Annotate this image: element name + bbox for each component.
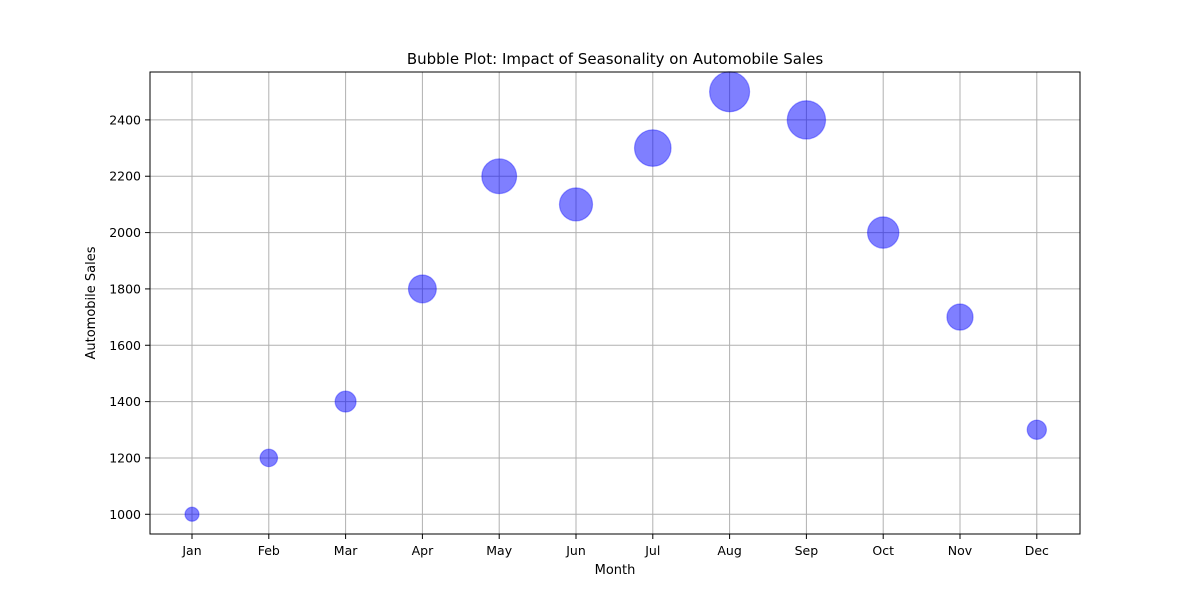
x-tick-label: Feb — [258, 543, 280, 558]
x-tick-label: Sep — [795, 543, 819, 558]
x-axis-ticks: Jan Feb Mar Apr May Jun Jul Aug Sep Oct Nov Dec — [181, 534, 1049, 558]
bubble-apr — [407, 274, 437, 304]
bubble-jun — [558, 187, 594, 222]
y-tick-label: 2000 — [109, 225, 141, 240]
y-tick-label: 2200 — [109, 169, 141, 184]
x-tick-label: Jan — [181, 543, 201, 558]
bubble-nov — [946, 303, 974, 331]
bubble-may — [481, 158, 518, 195]
x-tick-label: Jun — [565, 543, 586, 558]
bubble-jul — [633, 129, 672, 167]
bubble-layer — [184, 71, 1048, 522]
x-axis-label: Month — [595, 563, 636, 578]
x-tick-label: Dec — [1025, 543, 1049, 558]
bubble-oct — [866, 216, 900, 249]
x-tick-label: May — [486, 543, 512, 558]
x-tick-label: Apr — [412, 543, 434, 558]
x-tick-label: Aug — [717, 543, 741, 558]
chart-title: Bubble Plot: Impact of Seasonality on Au… — [407, 50, 823, 68]
y-tick-label: 1400 — [109, 394, 141, 409]
y-tick-label: 1000 — [109, 507, 141, 522]
bubble-jan — [184, 506, 200, 522]
bubble-aug — [708, 71, 751, 113]
x-tick-label: Jul — [644, 543, 660, 558]
bubble-mar — [334, 390, 357, 413]
bubble-dec — [1026, 419, 1048, 440]
x-tick-label: Mar — [334, 543, 358, 558]
y-tick-label: 2400 — [109, 112, 141, 127]
bubble-sep — [786, 100, 827, 140]
y-axis-label: Automobile Sales — [84, 246, 99, 359]
y-tick-label: 1600 — [109, 338, 141, 353]
x-tick-label: Nov — [948, 543, 973, 558]
y-axis-ticks: 1000 1200 1400 1600 1800 2000 2200 2400 — [109, 112, 150, 522]
plot-area-frame — [149, 71, 1081, 535]
x-tick-label: Oct — [872, 543, 894, 558]
grid-layer — [150, 72, 1080, 534]
bubble-feb — [259, 448, 279, 468]
y-tick-label: 1200 — [109, 450, 141, 465]
y-tick-label: 1800 — [109, 281, 141, 296]
